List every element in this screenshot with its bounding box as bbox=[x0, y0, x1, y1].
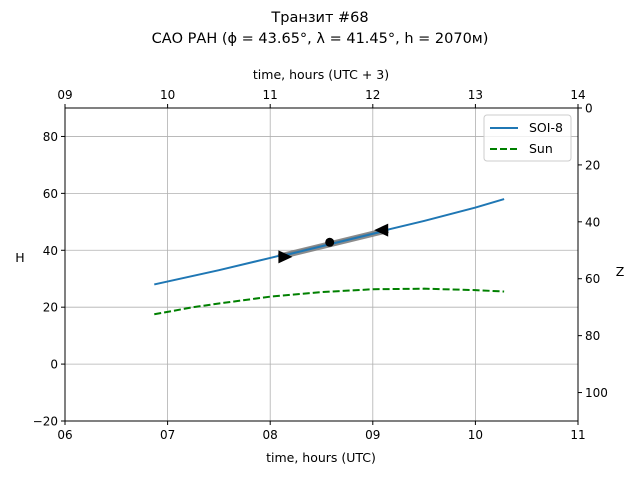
legend-label-sun: Sun bbox=[529, 141, 553, 156]
transit-start-marker bbox=[278, 250, 293, 264]
z-tick-label: 40 bbox=[585, 215, 600, 229]
series-line-sun bbox=[154, 287, 505, 316]
z-tick-label: 20 bbox=[585, 158, 600, 172]
x-tick-label: 08 bbox=[263, 428, 278, 442]
z-tick-label: 100 bbox=[585, 386, 608, 400]
y-tick-label: 60 bbox=[43, 187, 58, 201]
y-tick-label: 40 bbox=[43, 244, 58, 258]
x-top-tick-label: 14 bbox=[570, 88, 585, 102]
x-tick-label: 06 bbox=[57, 428, 72, 442]
x-top-tick-label: 10 bbox=[160, 88, 175, 102]
x-top-tick-label: 11 bbox=[263, 88, 278, 102]
x-axis-label: time, hours (UTC) bbox=[266, 450, 376, 465]
x-tick-label: 09 bbox=[365, 428, 380, 442]
z-tick-label: 0 bbox=[585, 102, 593, 116]
z-tick-label: 60 bbox=[585, 272, 600, 286]
chart-title: Транзит #68 bbox=[270, 10, 368, 26]
transit-end-marker bbox=[374, 223, 389, 237]
y-tick-label: −20 bbox=[33, 415, 58, 429]
x-tick-label: 07 bbox=[160, 428, 175, 442]
x-top-tick-label: 13 bbox=[468, 88, 483, 102]
z-tick-label: 80 bbox=[585, 329, 600, 343]
y-tick-label: 0 bbox=[50, 358, 58, 372]
x-axis-top-label: time, hours (UTC + 3) bbox=[253, 67, 389, 82]
transit-middle-marker bbox=[325, 237, 335, 247]
x-tick-label: 11 bbox=[570, 428, 585, 442]
y-tick-label: 80 bbox=[43, 130, 58, 144]
legend-label-soi-8: SOI-8 bbox=[529, 120, 563, 135]
y-tick-label: 20 bbox=[43, 301, 58, 315]
chart-subtitle: САО РАН (ϕ = 43.65°, λ = 41.45°, h = 207… bbox=[152, 31, 489, 47]
x-tick-label: 10 bbox=[468, 428, 483, 442]
legend: SOI-8 Sun bbox=[483, 114, 572, 162]
y-axis-label: H bbox=[15, 250, 24, 265]
y-axis-right-label: Z bbox=[616, 264, 625, 279]
x-top-tick-label: 09 bbox=[57, 88, 72, 102]
plot-frame bbox=[64, 107, 579, 422]
x-top-tick-label: 12 bbox=[365, 88, 380, 102]
